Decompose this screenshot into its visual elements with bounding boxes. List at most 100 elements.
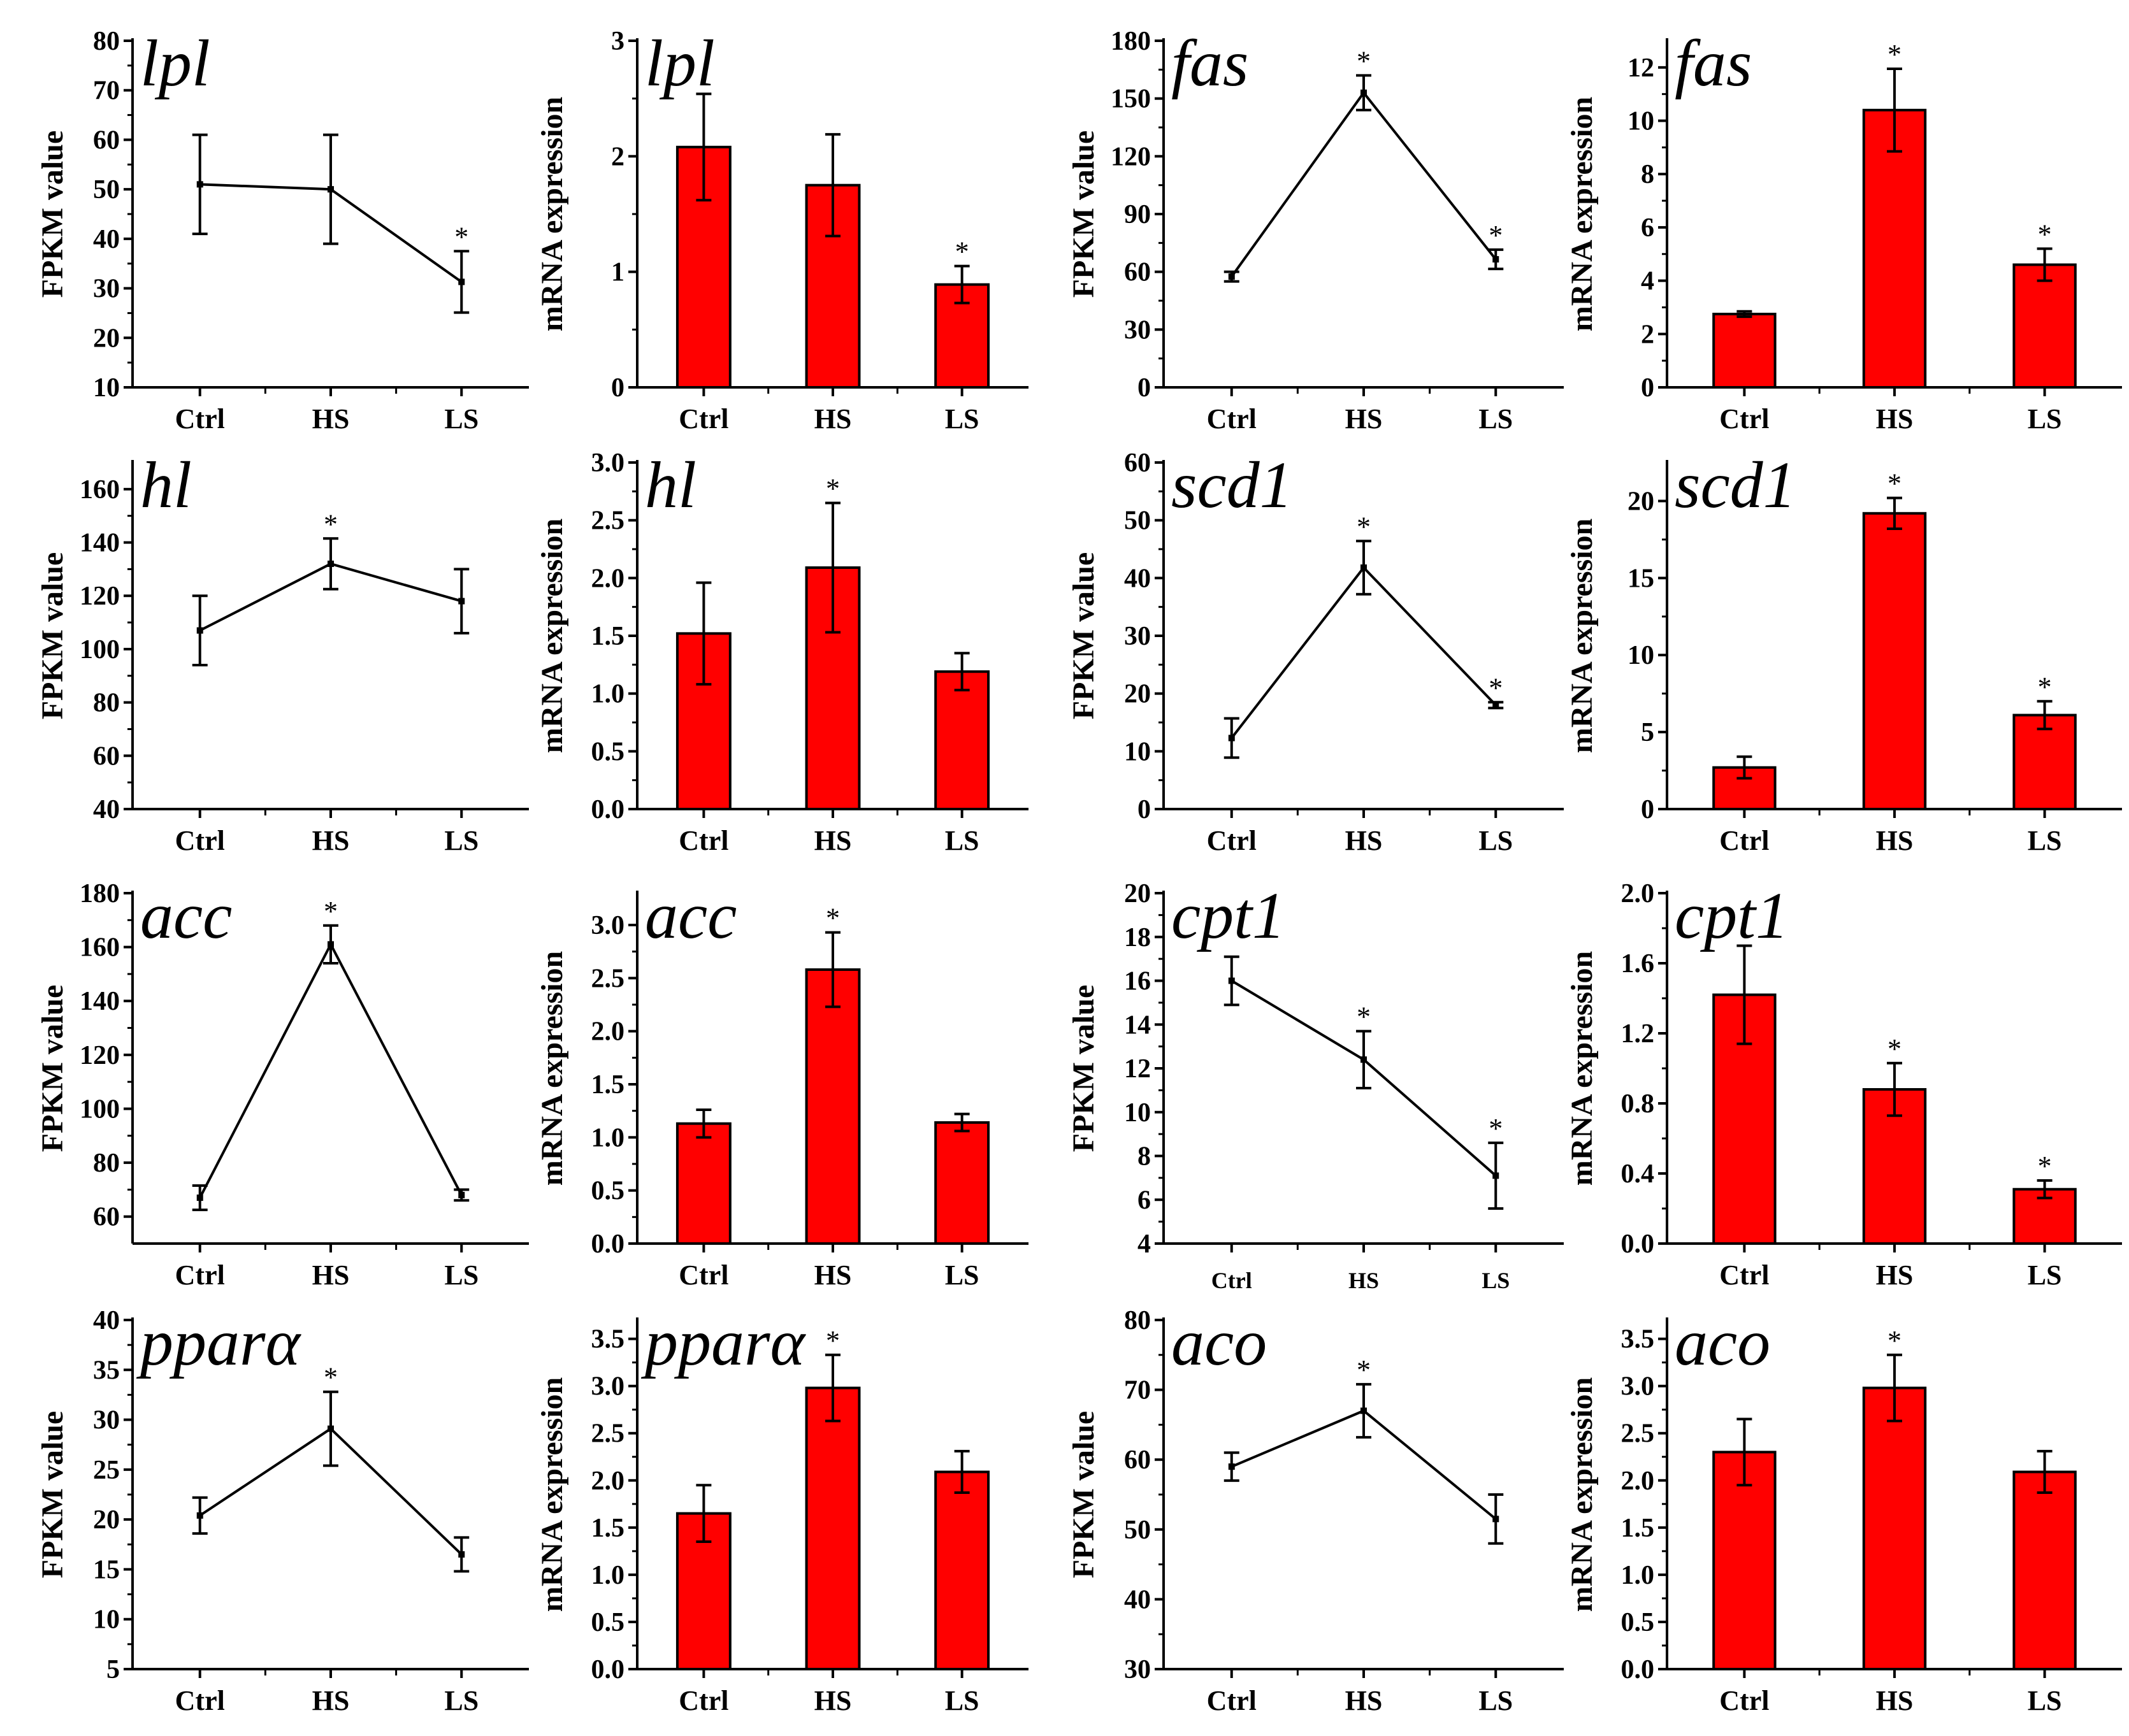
y-tick-label: 10 (1124, 737, 1151, 766)
y-tick-label: 6 (1137, 1186, 1151, 1215)
y-tick-label: 0 (1137, 373, 1151, 403)
significance-star: * (2038, 1151, 2052, 1182)
y-tick-label: 3.5 (1621, 1325, 1655, 1354)
y-tick-label: 120 (80, 582, 120, 611)
y-tick-label: 60 (1124, 258, 1151, 287)
bar-HS (1862, 1386, 1927, 1671)
y-tick-label: 2.0 (1621, 1467, 1655, 1496)
y-tick-label: 10 (1124, 1098, 1151, 1128)
y-tick-label: 180 (80, 879, 120, 908)
y-tick-label: 1 (611, 258, 624, 287)
x-category-label: LS (1478, 403, 1513, 434)
significance-star: * (454, 221, 468, 252)
y-tick-label: 100 (80, 635, 120, 664)
error-bar-LS (454, 1536, 470, 1573)
error-bar-Ctrl (192, 133, 208, 236)
y-axis-title: FPKM value (36, 552, 69, 720)
bar-HS (805, 1386, 861, 1671)
bar-LS (2012, 263, 2077, 389)
error-bar-HS (1356, 540, 1371, 596)
y-tick-label: 3.0 (1621, 1372, 1655, 1402)
y-tick-label: 8 (1641, 160, 1654, 189)
y-tick-label: 100 (80, 1094, 120, 1124)
x-category-label: LS (2028, 825, 2062, 856)
significance-star: * (324, 508, 338, 540)
significance-star: * (2038, 671, 2052, 703)
gene-title: aco (1675, 1306, 1770, 1379)
bar-LS (934, 1121, 990, 1245)
y-tick-label: 60 (93, 1203, 120, 1232)
gene-title: aco (1171, 1306, 1267, 1379)
y-tick-label: 30 (93, 275, 120, 304)
y-tick-label: 0.0 (591, 1655, 625, 1684)
bar-HS (1862, 108, 1927, 389)
y-axis-title: mRNA expression (535, 1377, 569, 1612)
gene-title: scd1 (1171, 448, 1293, 522)
y-axis-title: FPKM value (36, 985, 69, 1152)
error-bar-LS (954, 1112, 970, 1133)
y-tick-label: 0.0 (591, 795, 625, 824)
significance-star: * (955, 236, 969, 268)
error-bar-HS (1887, 1061, 1902, 1117)
panel-aco-line: 30 40 50 60 70 80 Ctrl HS LS FPKM value aco * (1067, 1306, 1564, 1716)
bar-HS (805, 968, 861, 1245)
x-category-label: LS (444, 1685, 479, 1716)
error-bar-HS (1356, 74, 1371, 111)
y-tick-label: 0.5 (591, 1608, 625, 1637)
y-tick-label: 40 (1124, 1585, 1151, 1614)
y-axis-title: mRNA expression (1565, 519, 1599, 753)
panel-hl-line: 40 60 80 100 120 140 160 Ctrl HS LS FPKM value hl * (36, 448, 529, 856)
bar-LS (2012, 714, 2077, 810)
y-tick-label: 160 (80, 933, 120, 963)
y-tick-label: 0 (1137, 795, 1151, 824)
y-tick-label: 70 (93, 76, 120, 106)
bar-LS (934, 1470, 990, 1671)
y-tick-label: 1.0 (591, 1123, 625, 1152)
y-tick-label: 3.0 (591, 448, 625, 478)
y-tick-label: 120 (1111, 142, 1151, 171)
y-tick-label: 1.0 (1621, 1561, 1655, 1590)
error-bar-Ctrl (696, 92, 712, 202)
y-tick-label: 18 (1124, 923, 1151, 952)
panel-acc-line: 60 80 100 120 140 160 180 Ctrl HS LS FPKM value acc… (36, 879, 529, 1291)
significance-star: * (1489, 220, 1503, 251)
gene-title: scd1 (1675, 448, 1796, 522)
y-tick-label: 15 (1627, 564, 1654, 593)
y-tick-label: 3.0 (591, 911, 625, 940)
significance-star: * (1887, 1033, 1902, 1065)
gene-title: acc (645, 879, 737, 952)
y-tick-label: 1.5 (591, 1514, 625, 1543)
x-category-label: LS (1478, 1685, 1513, 1716)
x-category-label: Ctrl (175, 403, 225, 434)
x-category-label: LS (945, 825, 979, 856)
x-category-label: HS (1876, 403, 1914, 434)
gene-title: cpt1 (1675, 879, 1789, 952)
error-bar-HS (323, 924, 338, 965)
error-bar-Ctrl (1223, 717, 1239, 759)
y-tick-label: 1.5 (591, 1070, 625, 1100)
x-category-label: HS (1345, 825, 1383, 856)
x-category-label: Ctrl (175, 1259, 225, 1291)
y-tick-label: 60 (93, 126, 120, 155)
y-tick-label: 2.5 (591, 506, 625, 536)
x-category-label: Ctrl (1207, 403, 1257, 434)
error-bar-LS (454, 250, 470, 314)
y-tick-label: 180 (1111, 27, 1151, 56)
error-bar-Ctrl (1223, 1451, 1239, 1482)
y-tick-label: 50 (1124, 1516, 1151, 1545)
y-axis-title: mRNA expression (535, 97, 569, 331)
error-bar-HS (1356, 1382, 1371, 1439)
panel-fas-line: 0 30 60 90 120 150 180 Ctrl HS LS FPKM value fas * * (1067, 27, 1564, 434)
panel-hl-bar: 0.0 0.5 1.0 1.5 2.0 2.5 3.0 Ctrl HS LS mRNA expres… (535, 448, 1028, 856)
x-category-label: HS (312, 1685, 350, 1716)
error-bar-LS (454, 568, 470, 635)
y-tick-label: 30 (1124, 315, 1151, 345)
x-category-label: LS (1478, 825, 1513, 856)
x-category-label: Ctrl (1719, 1259, 1769, 1291)
y-tick-label: 160 (80, 475, 120, 505)
y-tick-label: 0.5 (591, 737, 625, 766)
significance-star: * (1887, 39, 1902, 70)
x-category-label: LS (2028, 1685, 2062, 1716)
y-tick-label: 2 (611, 142, 624, 171)
y-axis-title: FPKM value (1067, 552, 1101, 720)
